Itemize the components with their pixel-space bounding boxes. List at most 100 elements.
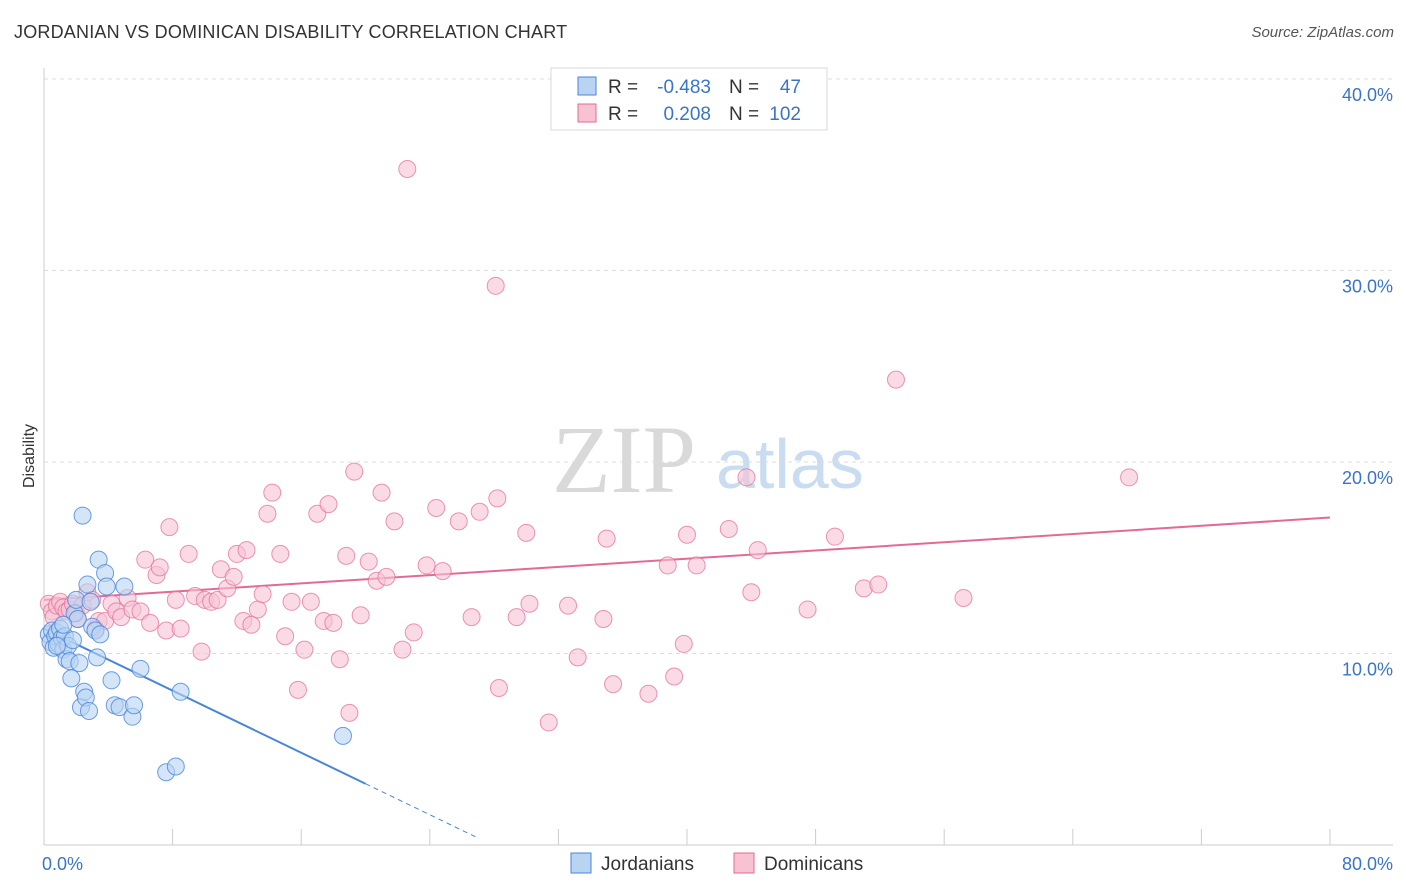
source-credit: Source: ZipAtlas.com xyxy=(1251,24,1394,41)
point-jordanians xyxy=(115,577,134,596)
series-jordanians-points xyxy=(39,506,352,782)
point-jordanians xyxy=(70,654,89,673)
point-dominicans xyxy=(253,585,272,604)
point-dominicans xyxy=(687,556,706,575)
point-dominicans xyxy=(517,523,536,542)
point-dominicans xyxy=(224,567,243,586)
point-dominicans xyxy=(248,600,267,619)
point-dominicans xyxy=(559,596,578,615)
point-dominicans xyxy=(520,594,539,613)
trend-line-jordanians-extension xyxy=(365,783,479,839)
y-tick-labels: 10.0% 20.0% 30.0% 40.0% xyxy=(1342,85,1393,680)
point-dominicans xyxy=(319,495,338,514)
y-tick-label: 40.0% xyxy=(1342,85,1393,105)
point-dominicans xyxy=(160,518,179,537)
point-dominicans xyxy=(372,483,391,502)
point-dominicans xyxy=(954,588,973,607)
point-dominicans xyxy=(798,600,817,619)
point-dominicans xyxy=(359,552,378,571)
point-dominicans xyxy=(340,703,359,722)
chart-title: JORDANIAN VS DOMINICAN DISABILITY CORREL… xyxy=(14,22,568,42)
point-dominicans xyxy=(665,667,684,686)
point-dominicans xyxy=(417,556,436,575)
point-dominicans xyxy=(330,650,349,669)
bottom-legend-swatch-jordanians xyxy=(570,852,592,874)
point-dominicans xyxy=(678,525,696,544)
point-dominicans xyxy=(488,489,507,508)
point-jordanians xyxy=(47,636,66,655)
point-dominicans xyxy=(674,634,693,653)
point-dominicans xyxy=(150,558,169,577)
stats-legend-box xyxy=(550,67,828,131)
point-jordanians xyxy=(88,648,107,667)
y-tick-label: 20.0% xyxy=(1342,468,1393,488)
point-jordanians xyxy=(73,506,92,525)
point-dominicans xyxy=(301,592,320,611)
point-dominicans xyxy=(258,504,277,523)
point-dominicans xyxy=(825,527,844,546)
x-tick-label-max: 80.0% xyxy=(1342,854,1393,874)
point-dominicans xyxy=(539,713,558,732)
y-axis-label: Disability xyxy=(21,424,38,488)
point-dominicans xyxy=(462,608,481,627)
point-jordanians xyxy=(333,726,352,745)
legend-n-label-dominicans: N = xyxy=(729,104,759,125)
point-dominicans xyxy=(869,575,888,594)
legend-swatch-jordanians xyxy=(577,76,597,96)
point-jordanians xyxy=(97,577,116,596)
gridlines xyxy=(44,78,1393,654)
point-dominicans xyxy=(271,544,290,563)
point-dominicans xyxy=(594,610,613,629)
point-dominicans xyxy=(208,590,227,609)
point-dominicans xyxy=(398,160,417,179)
point-dominicans xyxy=(742,583,761,602)
point-dominicans xyxy=(737,468,756,487)
legend-n-value-jordanians: 47 xyxy=(780,77,801,98)
point-dominicans xyxy=(377,567,396,586)
point-dominicans xyxy=(489,678,508,697)
point-jordanians xyxy=(91,625,110,644)
point-dominicans xyxy=(486,276,505,295)
point-jordanians xyxy=(131,659,150,678)
legend-r-label-dominicans: R = xyxy=(608,104,638,125)
point-jordanians xyxy=(63,631,82,650)
point-dominicans xyxy=(604,675,623,694)
y-tick-label: 30.0% xyxy=(1342,277,1393,297)
point-dominicans xyxy=(295,640,314,659)
point-dominicans xyxy=(179,544,198,563)
bottom-legend-label-dominicans: Dominicans xyxy=(764,854,863,875)
point-jordanians xyxy=(102,671,121,690)
legend-n-label-jordanians: N = xyxy=(729,77,759,98)
point-dominicans xyxy=(166,590,185,609)
point-dominicans xyxy=(171,619,190,638)
point-dominicans xyxy=(507,608,526,627)
stats-legend: R = -0.483 N = 47 R = 0.208 N = 102 xyxy=(550,67,828,131)
bottom-legend-label-jordanians: Jordanians xyxy=(601,854,694,875)
point-dominicans xyxy=(237,541,256,560)
point-jordanians xyxy=(125,696,144,715)
point-dominicans xyxy=(385,512,404,531)
point-dominicans xyxy=(131,602,150,621)
x-tick-label-min: 0.0% xyxy=(42,854,83,874)
point-jordanians xyxy=(54,615,73,634)
series-legend: Jordanians Dominicans xyxy=(570,852,863,875)
watermark-zip: ZIP xyxy=(552,406,696,513)
watermark-atlas: atlas xyxy=(716,425,864,503)
point-dominicans xyxy=(192,642,211,661)
legend-r-value-dominicans: 0.208 xyxy=(663,104,711,125)
point-dominicans xyxy=(748,541,767,560)
point-dominicans xyxy=(470,502,489,521)
bottom-legend-swatch-dominicans xyxy=(733,852,755,874)
point-dominicans xyxy=(433,562,452,581)
point-dominicans xyxy=(136,550,155,569)
point-jordanians xyxy=(166,757,185,776)
point-dominicans xyxy=(141,613,160,632)
point-dominicans xyxy=(568,648,587,667)
point-dominicans xyxy=(449,512,468,531)
trend-line-dominicans xyxy=(43,516,1331,601)
point-dominicans xyxy=(324,613,343,632)
point-dominicans xyxy=(404,623,423,642)
point-dominicans xyxy=(351,606,370,625)
point-dominicans xyxy=(886,370,905,389)
